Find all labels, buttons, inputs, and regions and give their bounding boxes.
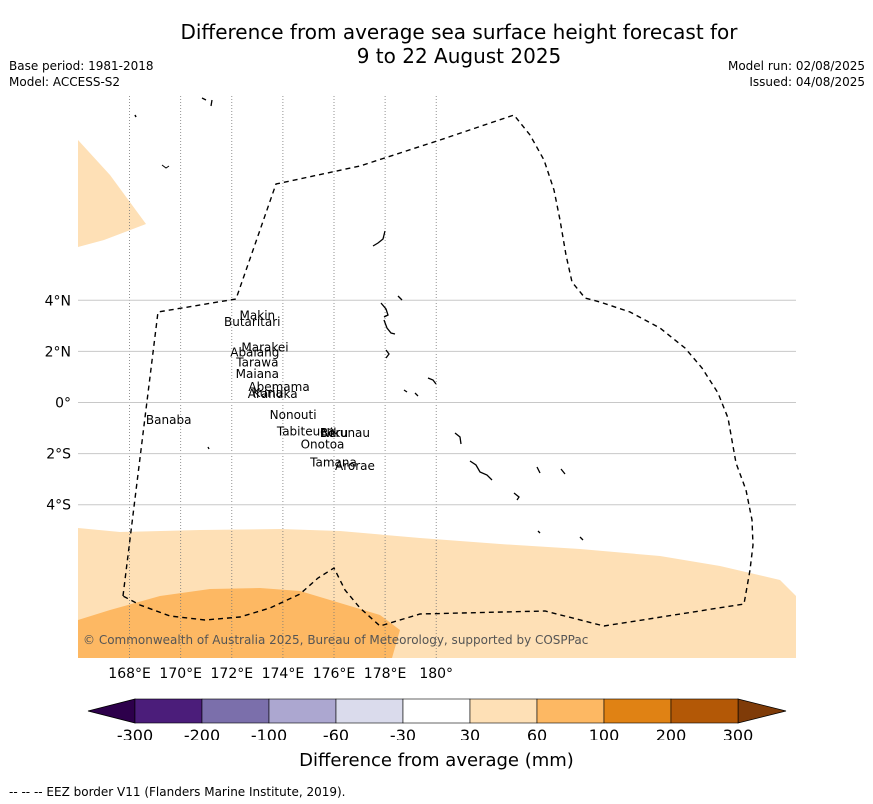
- model-run: Model run: 02/08/2025: [727, 59, 865, 73]
- lon-tick-label: 174°E: [262, 666, 305, 682]
- lon-tick-label: 172°E: [211, 666, 254, 682]
- anomaly-60-100-south: [78, 588, 400, 658]
- colorbar-segment: [536, 698, 605, 724]
- lat-tick-label: 2°S: [46, 447, 71, 463]
- atoll-tarawa: [383, 319, 396, 335]
- atoll-tabiteuea: [469, 460, 493, 481]
- colorbar-tick-label: 300: [723, 726, 754, 740]
- lon-tick-label: 178°E: [364, 666, 407, 682]
- colorbar-segment: [670, 698, 739, 724]
- lon-tick-label: 176°E: [313, 666, 356, 682]
- colorbar-segment: [268, 698, 337, 724]
- meta-left: Base period: 1981-2018 Model: ACCESS-S2: [9, 58, 154, 90]
- lon-tick-label: 168°E: [108, 666, 151, 682]
- meta-right: Model run: 02/08/2025 Issued: 04/08/2025: [728, 58, 865, 90]
- colorbar-tick-label: -200: [184, 726, 220, 740]
- atoll-beru: [536, 466, 541, 474]
- atoll-marakei: [397, 295, 403, 301]
- colorbar-segment: [201, 698, 270, 724]
- atoll-kuria: [403, 389, 419, 397]
- atoll-arorae: [579, 536, 584, 541]
- lat-tick-label: 4°N: [45, 293, 71, 309]
- island-label: Abemama: [248, 380, 309, 394]
- atoll-nikunau: [560, 468, 566, 475]
- colorbar-tick-label: -300: [117, 726, 153, 740]
- eez-legend: -- -- -- EEZ border V11 (Flanders Marine…: [9, 785, 346, 799]
- colorbar-tick-label: -60: [323, 726, 349, 740]
- island-label: Maiana: [236, 367, 279, 381]
- island-label: Onotoa: [301, 437, 345, 451]
- island-outline: [134, 114, 137, 118]
- colorbar-tick-label: -30: [390, 726, 416, 740]
- island-label: Arorae: [335, 459, 375, 473]
- lon-tick-label: 170°E: [159, 666, 202, 682]
- island-label: Makin: [240, 308, 276, 322]
- island-label: Marakei: [241, 340, 288, 354]
- island-label: Nikunau: [321, 426, 370, 440]
- lon-tick-label: 180°: [419, 666, 453, 682]
- colorbar-tick-label: 100: [589, 726, 620, 740]
- island-label: Tarawa: [235, 356, 278, 370]
- colorbar-segment: [402, 698, 471, 724]
- colorbar-under: [87, 698, 136, 724]
- island-label: Tabiteuea: [276, 425, 335, 439]
- island-label: Aranuka: [248, 387, 298, 401]
- lat-tick-label: 2°N: [45, 344, 71, 360]
- colorbar: -300 -200 -100 -60 -30 30 60 100 200 300: [87, 698, 787, 740]
- colorbar-segment: [335, 698, 404, 724]
- island-label: Tamana: [309, 455, 357, 469]
- issued-date: Issued: 04/08/2025: [749, 75, 865, 89]
- lat-tick-label: 0°: [55, 396, 71, 412]
- island-label: Nonouti: [270, 408, 317, 422]
- atoll-nonouti: [454, 432, 462, 445]
- anomaly-30-60-nw: [78, 140, 146, 247]
- atoll-onotoa: [513, 492, 520, 501]
- island-label: Kuria: [252, 386, 283, 400]
- colorbar-segment: [469, 698, 538, 724]
- atoll-abemama: [427, 377, 437, 385]
- colorbar-segment: [603, 698, 672, 724]
- atoll-tamana: [537, 530, 541, 534]
- page-title: Difference from average sea surface heig…: [180, 20, 738, 68]
- colorbar-title: Difference from average (mm): [299, 750, 574, 771]
- atoll-abaiang: [380, 302, 389, 318]
- colorbar-tick-label: 30: [460, 726, 480, 740]
- island-label: Butaritari: [224, 315, 281, 329]
- island-label: Abaiang: [230, 346, 279, 360]
- atoll-banaba: [207, 446, 210, 450]
- island-outline: [161, 164, 170, 169]
- colorbar-tick-label: 60: [527, 726, 547, 740]
- colorbar-segment: [134, 698, 203, 724]
- eez-border: [122, 114, 754, 627]
- model-name: Model: ACCESS-S2: [9, 75, 121, 89]
- copyright-note: © Commonwealth of Australia 2025, Bureau…: [83, 633, 588, 647]
- island-outline: [201, 97, 213, 107]
- lat-tick-label: 4°S: [46, 498, 71, 514]
- colorbar-over: [737, 698, 787, 724]
- atoll-makin: [372, 230, 386, 247]
- base-period: Base period: 1981-2018: [9, 59, 154, 73]
- colorbar-tick-label: -100: [251, 726, 287, 740]
- island-label: Banaba: [146, 413, 192, 427]
- atoll-maiana: [385, 349, 390, 359]
- island-label: Beru: [320, 426, 348, 440]
- colorbar-tick-label: 200: [656, 726, 687, 740]
